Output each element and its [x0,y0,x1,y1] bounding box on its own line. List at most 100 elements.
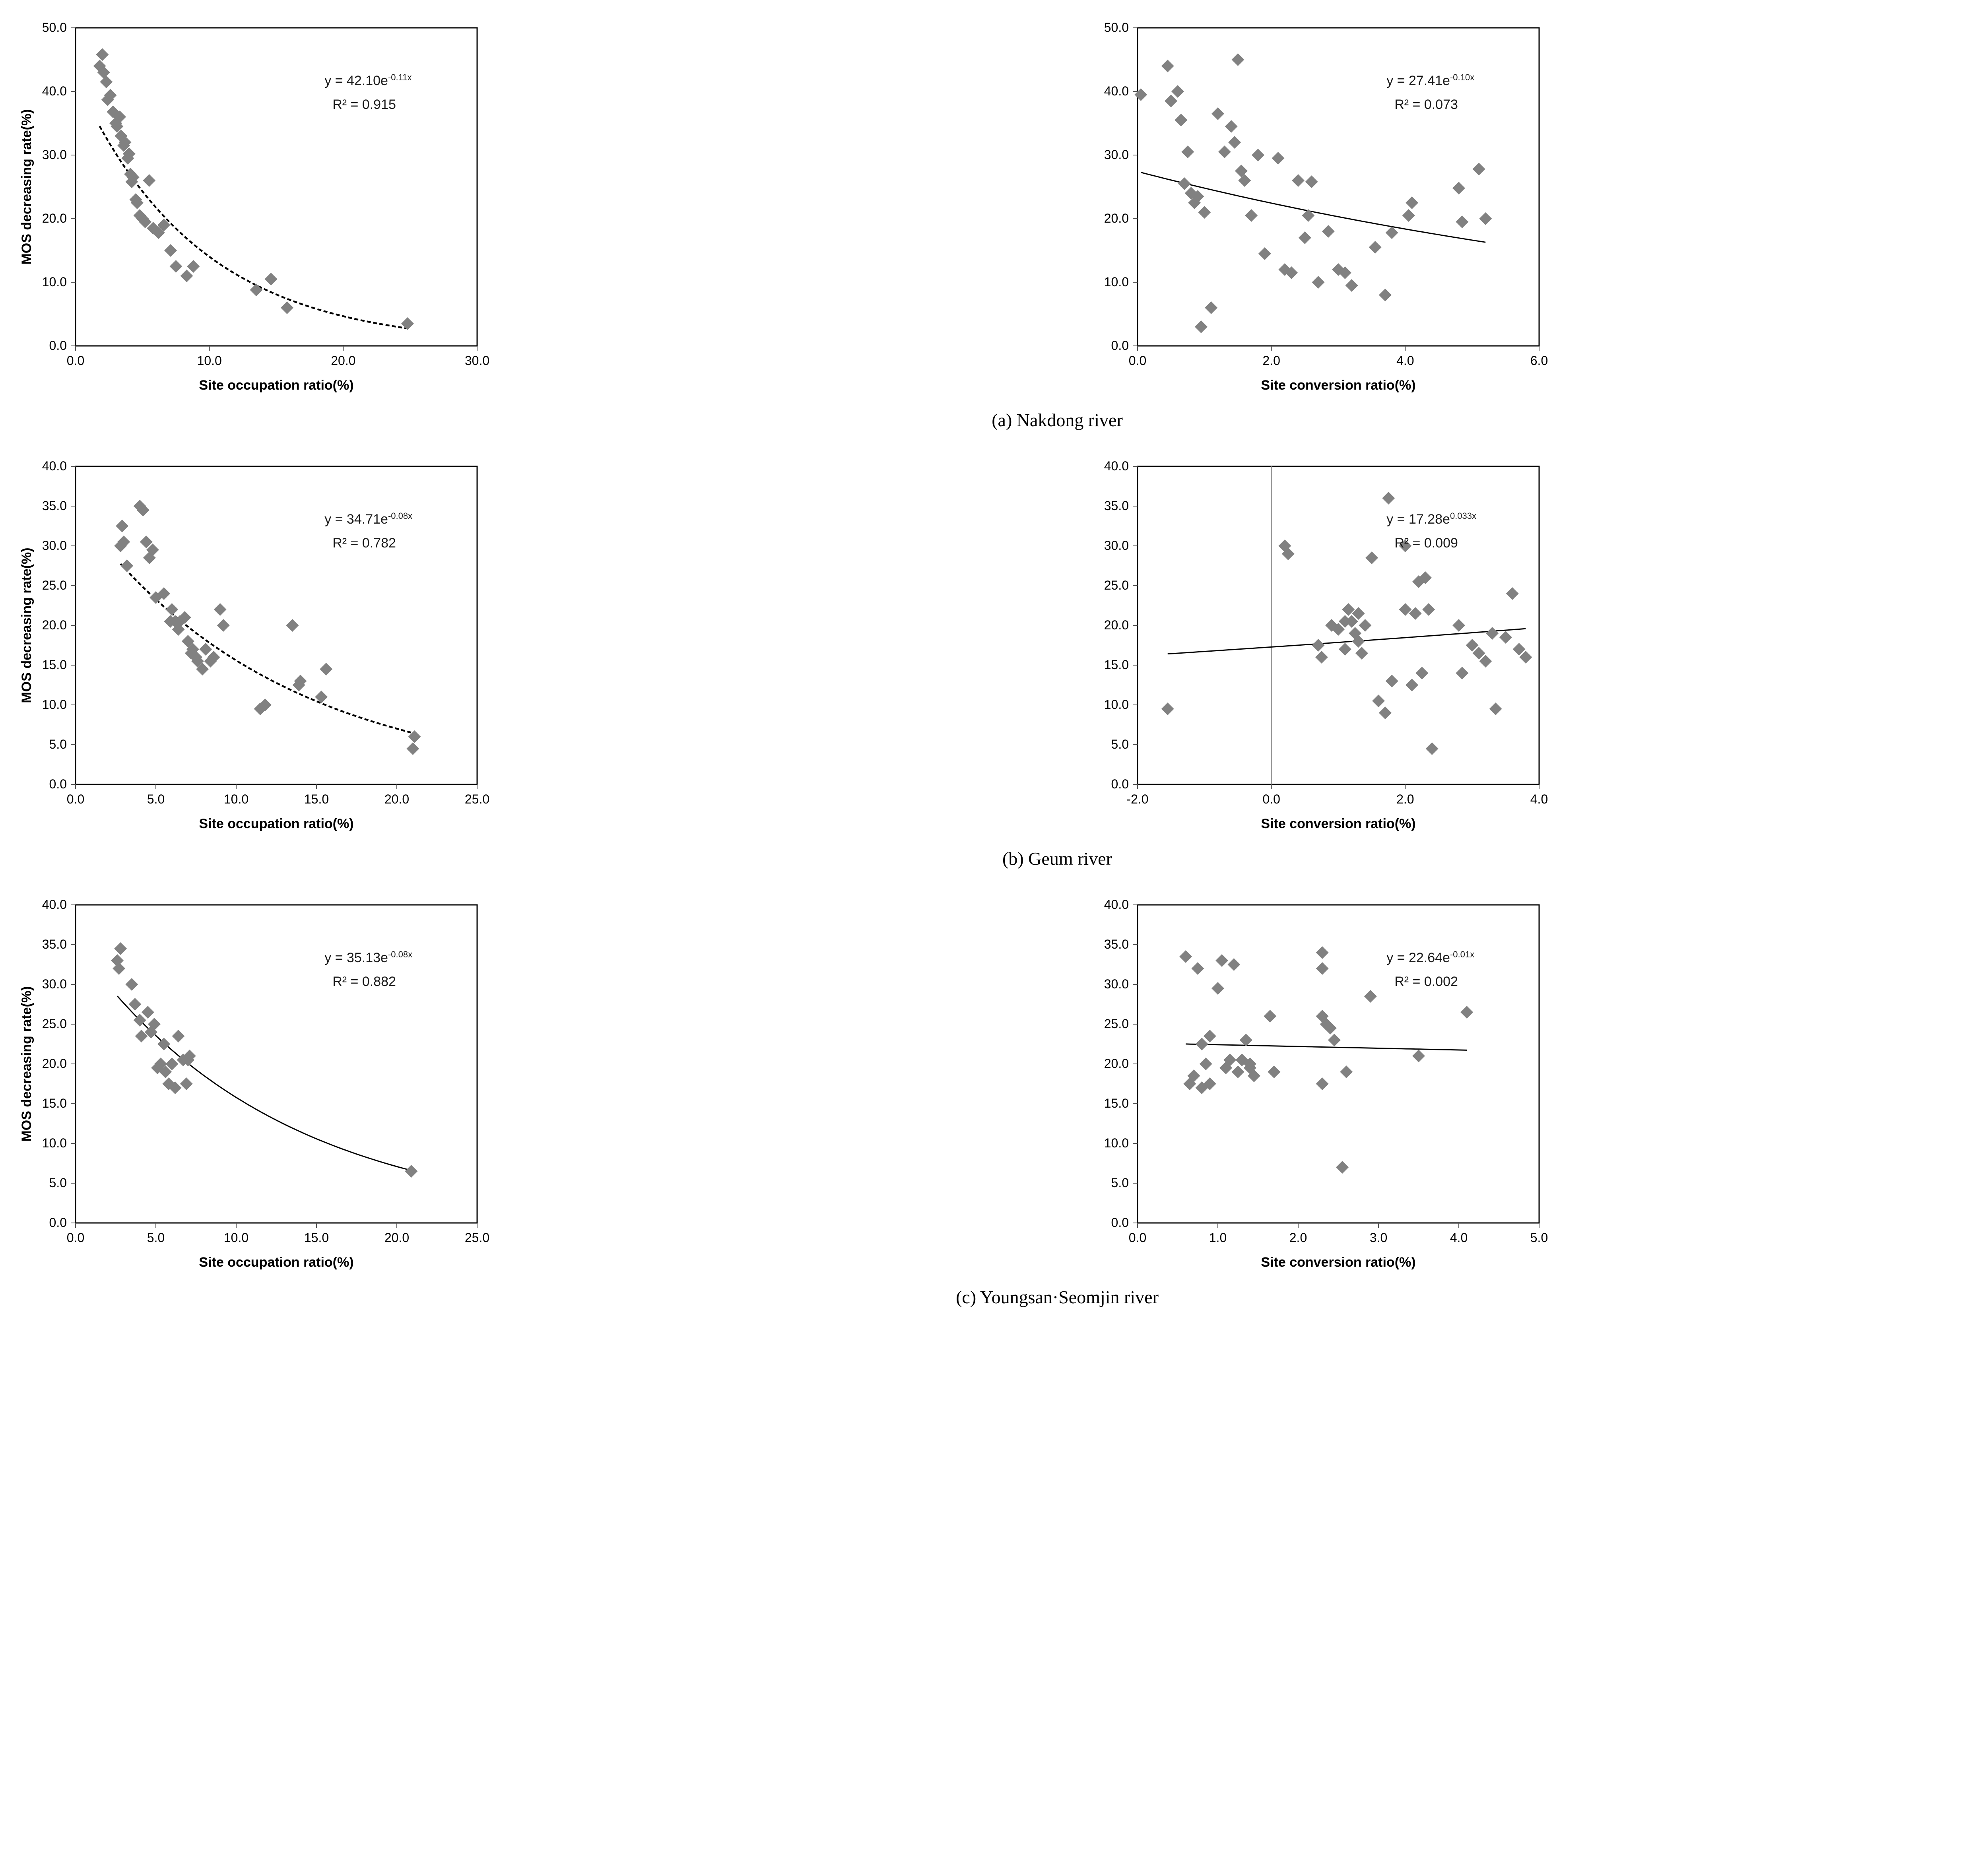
data-point[interactable] [143,174,155,187]
data-point[interactable] [1161,703,1174,715]
data-point[interactable] [1268,1066,1281,1078]
data-point[interactable] [1340,1066,1353,1078]
data-point[interactable] [165,603,178,616]
data-point[interactable] [1299,231,1311,244]
data-point[interactable] [1426,742,1439,755]
data-point[interactable] [214,603,227,616]
data-point[interactable] [1161,60,1174,72]
data-point[interactable] [1205,301,1218,314]
data-point[interactable] [1232,1066,1244,1078]
data-point[interactable] [1359,619,1372,632]
data-point[interactable] [1211,107,1224,120]
data-point[interactable] [250,283,263,296]
data-point[interactable] [180,270,193,282]
data-point[interactable] [187,260,200,273]
data-point[interactable] [164,244,177,257]
data-point[interactable] [1452,182,1465,194]
data-point[interactable] [1456,215,1469,228]
data-point[interactable] [1218,146,1231,158]
data-point[interactable] [1178,177,1191,190]
data-point[interactable] [217,619,230,632]
data-point[interactable] [1292,174,1305,187]
data-point[interactable] [281,301,293,314]
data-point[interactable] [1473,163,1485,175]
data-point[interactable] [1499,631,1512,644]
data-point[interactable] [1322,225,1335,238]
data-point[interactable] [1506,587,1519,600]
data-point[interactable] [1379,289,1392,301]
data-point[interactable] [1215,954,1228,967]
data-point[interactable] [1312,276,1325,289]
data-point[interactable] [1328,1034,1341,1046]
data-point[interactable] [1416,667,1429,679]
data-point[interactable] [1315,651,1328,664]
data-point[interactable] [1423,603,1435,616]
data-point[interactable] [1379,706,1392,719]
data-point[interactable] [1456,667,1469,679]
data-point[interactable] [1180,950,1192,963]
data-point[interactable] [1316,1077,1329,1090]
data-point[interactable] [1366,551,1378,564]
data-point[interactable] [1240,1034,1252,1046]
data-point[interactable] [1372,695,1385,707]
data-point[interactable] [114,942,127,955]
data-point[interactable] [1406,196,1419,209]
data-point[interactable] [1171,85,1184,98]
data-point[interactable] [1204,1030,1216,1042]
data-point[interactable] [265,273,278,285]
data-point[interactable] [1196,1038,1208,1050]
data-point[interactable] [1486,627,1499,640]
data-point[interactable] [1192,962,1204,975]
data-point[interactable] [1252,149,1264,161]
data-point[interactable] [1305,175,1318,188]
data-point[interactable] [405,1165,417,1178]
data-point[interactable] [1245,209,1258,222]
data-point[interactable] [199,643,212,656]
data-point[interactable] [1175,114,1188,126]
data-point[interactable] [1312,639,1325,652]
data-point[interactable] [125,978,138,991]
data-point[interactable] [120,559,133,572]
data-point[interactable] [172,1030,185,1042]
data-point[interactable] [1355,647,1368,660]
data-point[interactable] [1382,492,1395,505]
data-point[interactable] [1369,241,1382,254]
data-point[interactable] [180,1077,193,1090]
data-point[interactable] [1232,53,1244,66]
data-point[interactable] [320,663,332,675]
data-point[interactable] [1182,146,1194,158]
data-point[interactable] [1258,247,1271,260]
data-point[interactable] [170,260,182,273]
data-point[interactable] [1272,152,1285,165]
data-point[interactable] [1412,1050,1425,1062]
data-point[interactable] [1406,679,1419,691]
data-point[interactable] [286,619,299,632]
data-point[interactable] [100,76,113,88]
data-point[interactable] [1386,675,1398,687]
data-point[interactable] [1228,958,1241,971]
data-point[interactable] [1345,279,1358,292]
data-point[interactable] [1211,982,1224,995]
data-point[interactable] [1452,619,1465,632]
data-point[interactable] [1195,320,1208,333]
data-point[interactable] [1489,703,1502,715]
data-point[interactable] [1264,1010,1277,1023]
data-point[interactable] [1316,962,1329,975]
data-point[interactable] [1198,206,1211,219]
data-point[interactable] [1200,1058,1212,1070]
data-point[interactable] [1302,209,1315,222]
data-point[interactable] [96,48,109,61]
data-point[interactable] [401,317,414,330]
data-point[interactable] [1225,120,1238,133]
data-point[interactable] [406,742,419,755]
data-point[interactable] [1402,209,1415,222]
data-point[interactable] [1135,88,1147,101]
data-point[interactable] [1339,643,1351,656]
data-point[interactable] [128,998,141,1011]
data-point[interactable] [1228,136,1241,149]
data-point[interactable] [1479,212,1492,225]
data-point[interactable] [1364,990,1377,1003]
data-point[interactable] [1316,946,1329,959]
data-point[interactable] [1386,226,1398,239]
data-point[interactable] [1461,1006,1474,1019]
